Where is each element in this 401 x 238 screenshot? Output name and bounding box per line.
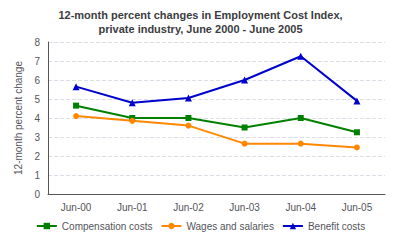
svg-text:Jun-02: Jun-02 <box>173 202 204 213</box>
svg-text:Jun-03: Jun-03 <box>229 202 260 213</box>
svg-text:6: 6 <box>34 75 40 86</box>
svg-text:private industry, June 2000 -: private industry, June 2000 - June 2005 <box>99 23 303 35</box>
svg-text:3: 3 <box>34 132 40 143</box>
svg-text:4: 4 <box>34 113 40 124</box>
svg-text:1: 1 <box>34 170 40 181</box>
svg-text:Jun-01: Jun-01 <box>117 202 148 213</box>
svg-text:2: 2 <box>34 151 40 162</box>
svg-text:5: 5 <box>34 94 40 105</box>
svg-text:8: 8 <box>34 37 40 48</box>
svg-text:Jun-00: Jun-00 <box>61 202 92 213</box>
svg-text:12-month percent changes in Em: 12-month percent changes in Employment C… <box>58 9 342 21</box>
svg-text:0: 0 <box>34 189 40 200</box>
svg-text:7: 7 <box>34 56 40 67</box>
svg-text:Wages and salaries: Wages and salaries <box>186 221 273 232</box>
svg-text:Compensation costs: Compensation costs <box>62 221 153 232</box>
svg-text:Jun-05: Jun-05 <box>342 202 373 213</box>
svg-text:Jun-04: Jun-04 <box>285 202 316 213</box>
svg-text:Benefit costs: Benefit costs <box>308 221 365 232</box>
svg-text:12-month percent change: 12-month percent change <box>13 61 24 175</box>
